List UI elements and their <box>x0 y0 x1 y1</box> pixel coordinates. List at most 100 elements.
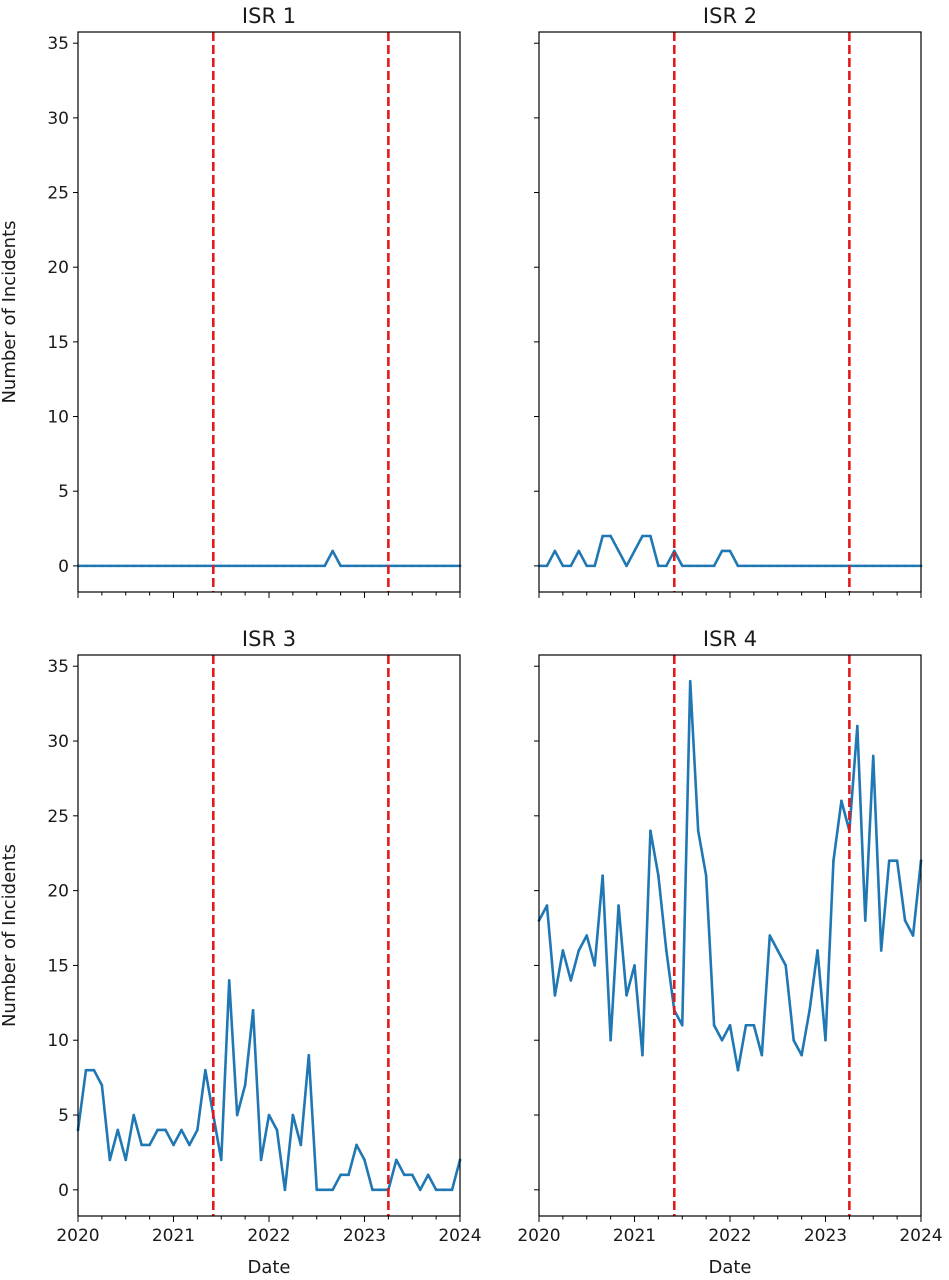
data-point <box>609 1038 612 1042</box>
data-point <box>736 564 740 568</box>
data-point <box>116 564 120 568</box>
data-point <box>267 564 271 568</box>
data-point <box>760 1053 764 1057</box>
data-point <box>251 564 255 568</box>
x-tick-label: 2021 <box>152 1226 195 1246</box>
data-point <box>196 1128 199 1132</box>
data-point <box>434 564 438 568</box>
data-point <box>792 1038 795 1042</box>
data-point <box>625 564 628 568</box>
data-point <box>577 549 581 553</box>
data-point <box>657 564 660 568</box>
data-point <box>323 1188 327 1192</box>
data-point <box>172 1143 175 1147</box>
data-point <box>180 564 183 568</box>
data-point <box>275 564 279 568</box>
data-point <box>585 934 589 937</box>
data-point <box>132 564 136 568</box>
chart-title: ISR 1 <box>242 4 296 28</box>
axes-frame <box>538 654 922 1217</box>
data-point <box>712 564 716 568</box>
data-point <box>355 1143 358 1147</box>
data-point <box>617 549 620 553</box>
data-point <box>816 949 819 952</box>
data-point <box>633 549 636 553</box>
data-point <box>824 564 827 568</box>
data-point <box>696 829 700 833</box>
data-point <box>561 949 565 952</box>
y-tick-label: 35 <box>47 34 69 54</box>
data-point <box>824 1038 827 1042</box>
data-point <box>426 564 430 568</box>
y-tick-label: 15 <box>47 956 69 976</box>
data-point <box>275 1128 279 1132</box>
data-point <box>323 564 327 568</box>
data-point <box>299 1143 303 1147</box>
data-point <box>887 859 891 862</box>
chart-title: ISR 2 <box>703 4 757 28</box>
data-point <box>792 564 795 568</box>
data-point <box>776 949 780 952</box>
data-point <box>736 1068 740 1072</box>
y-tick-label: 30 <box>47 732 69 752</box>
data-point <box>712 1023 716 1027</box>
data-point <box>315 1188 319 1192</box>
y-tick-label: 15 <box>47 333 69 353</box>
data-point <box>832 859 835 862</box>
data-point <box>371 1188 374 1192</box>
data-point <box>641 534 644 538</box>
data-point <box>903 564 907 568</box>
data-point <box>395 1158 398 1162</box>
chart-title: ISR 4 <box>703 627 757 651</box>
data-point <box>395 564 398 568</box>
data-point <box>402 564 406 568</box>
data-point <box>688 564 692 568</box>
y-tick-label: 5 <box>58 1106 69 1126</box>
data-point <box>108 564 112 568</box>
data-point <box>553 549 557 553</box>
y-tick-label: 35 <box>47 657 69 677</box>
data-point <box>696 564 700 568</box>
data-point <box>235 564 239 568</box>
data-point <box>720 549 724 553</box>
data-point <box>895 859 899 862</box>
data-point <box>649 829 652 833</box>
x-tick-label: 2022 <box>708 1226 751 1246</box>
data-point <box>784 964 788 967</box>
data-point <box>315 564 319 568</box>
y-tick-label: 20 <box>47 258 69 278</box>
data-point <box>816 564 819 568</box>
data-point <box>164 564 167 568</box>
data-point <box>148 564 151 568</box>
data-point <box>442 564 446 568</box>
x-tick-label: 2023 <box>343 1226 386 1246</box>
data-point <box>800 564 803 568</box>
data-point <box>347 564 350 568</box>
data-point <box>339 564 342 568</box>
data-point <box>140 564 143 568</box>
data-point <box>800 1053 803 1057</box>
data-point <box>553 994 557 997</box>
data-point <box>760 564 764 568</box>
data-point <box>569 979 573 982</box>
data-point <box>204 564 207 568</box>
data-point <box>665 949 668 952</box>
data-point <box>148 1143 151 1147</box>
y-axis-label: Number of Incidents <box>0 844 20 1027</box>
data-point <box>434 1188 438 1192</box>
y-tick-label: 10 <box>47 408 69 428</box>
data-point <box>379 564 382 568</box>
data-point <box>744 564 748 568</box>
y-tick-label: 5 <box>58 482 69 502</box>
data-point <box>92 1068 96 1072</box>
x-tick-label: 2020 <box>56 1226 99 1246</box>
x-tick-label: 2024 <box>899 1226 942 1246</box>
data-point <box>545 564 549 568</box>
data-point <box>371 564 374 568</box>
data-point <box>593 964 597 967</box>
data-point <box>561 564 565 568</box>
data-point <box>633 964 636 967</box>
data-point <box>410 564 414 568</box>
axes-frame <box>77 31 461 593</box>
data-point <box>863 919 867 922</box>
